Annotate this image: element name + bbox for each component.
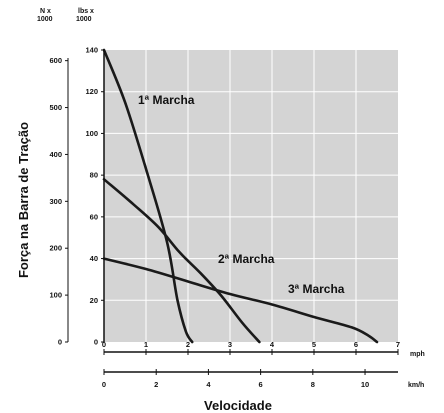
y-tick-label-newton: 200 [49, 244, 62, 253]
annotation-1st-gear: 1ª Marcha [138, 93, 195, 107]
series-line-gear-2 [102, 178, 261, 344]
x-tick-label-mph: 7 [396, 340, 400, 349]
series-line-gear-1 [102, 48, 194, 344]
y-tick-label-lbs: 60 [90, 212, 98, 221]
x-tick-label-kmh: 4 [206, 380, 211, 389]
x-tick-label-mph: 3 [228, 340, 232, 349]
y-tick-label-lbs: 80 [90, 171, 98, 180]
y-unit-lbs-line1: lbs x [78, 8, 94, 15]
y-unit-newton-line1: N x [40, 8, 51, 15]
grid [104, 50, 398, 342]
y-tick-label-newton: 500 [49, 103, 62, 112]
y-axis-title: Força na Barra de Tração [16, 122, 31, 278]
x-tick-label-kmh: 8 [311, 380, 315, 389]
series-lines [102, 48, 379, 344]
x-tick-label-mph: 2 [186, 340, 190, 349]
x-tick-label-mph: 4 [270, 340, 275, 349]
y-unit-newton-line2: 1000 [37, 16, 53, 23]
annotation-2nd-gear: 2ª Marcha [218, 252, 275, 266]
x-tick-label-mph: 5 [312, 340, 316, 349]
y-tick-label-lbs: 120 [85, 87, 98, 96]
y-tick-label-newton: 0 [58, 338, 62, 347]
y-tick-label-lbs: 140 [85, 46, 98, 55]
y-tick-label-newton: 100 [49, 291, 62, 300]
y-tick-label-lbs: 20 [90, 296, 98, 305]
y-tick-label-lbs: 100 [85, 129, 98, 138]
x-tick-label-kmh: 2 [154, 380, 158, 389]
annotation-3rd-gear: 3ª Marcha [288, 282, 345, 296]
x-tick-label-kmh: 6 [259, 380, 263, 389]
x-tick-label-kmh: 0 [102, 380, 106, 389]
y-tick-label-newton: 600 [49, 56, 62, 65]
series-line-gear-3 [102, 257, 379, 344]
y-unit-lbs-line2: 1000 [76, 16, 92, 23]
x-tick-label-mph: 0 [102, 340, 106, 349]
y-tick-label-newton: 300 [49, 197, 62, 206]
x-unit-mph: mph [410, 351, 425, 358]
y-tick-label-newton: 400 [49, 150, 62, 159]
x-axis-title: Velocidade [204, 398, 272, 413]
x-unit-kmh: km/h [408, 382, 424, 389]
x-tick-label-mph: 1 [144, 340, 148, 349]
x-tick-label-mph: 6 [354, 340, 358, 349]
y-tick-label-lbs: 0 [94, 338, 98, 347]
x-tick-label-kmh: 10 [361, 380, 369, 389]
y-tick-label-lbs: 40 [90, 254, 98, 263]
